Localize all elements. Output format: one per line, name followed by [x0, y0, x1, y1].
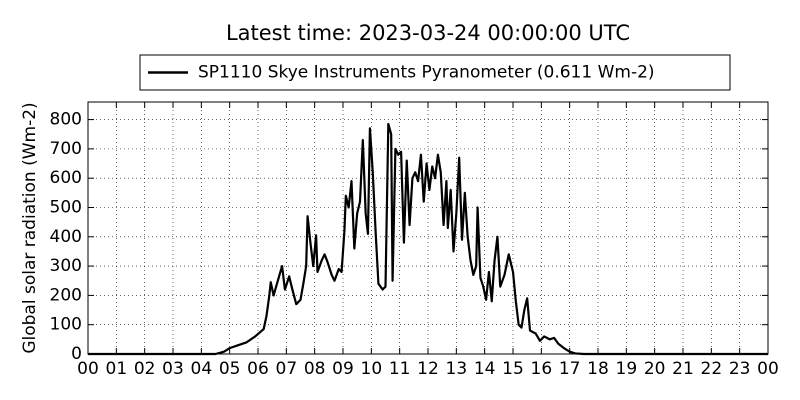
y-tick-label: 300	[50, 256, 82, 276]
y-tick-label: 800	[50, 110, 82, 130]
x-tick-label: 07	[276, 359, 298, 379]
x-tick-label: 05	[219, 359, 241, 379]
y-tick-label: 600	[50, 168, 82, 188]
x-tick-label: 14	[474, 359, 496, 379]
x-tick-label: 23	[729, 359, 751, 379]
y-axis-label: Global solar radiation (Wm-2)	[20, 102, 40, 353]
y-tick-label: 400	[50, 227, 82, 247]
x-tick-label: 06	[247, 359, 269, 379]
x-tick-label: 19	[616, 359, 638, 379]
x-tick-label: 13	[446, 359, 468, 379]
y-tick-label: 700	[50, 139, 82, 159]
x-tick-label: 12	[417, 359, 439, 379]
x-tick-label: 20	[644, 359, 666, 379]
x-tick-label: 03	[162, 359, 184, 379]
chart-title: Latest time: 2023-03-24 00:00:00 UTC	[226, 21, 630, 45]
data-line	[88, 122, 768, 356]
legend-box	[139, 54, 731, 91]
x-tick-label: 04	[191, 359, 213, 379]
x-tick-label: 15	[502, 359, 524, 379]
y-tick-label: 0	[71, 344, 82, 364]
y-tick-label: 200	[50, 285, 82, 305]
x-tick-label: 00	[77, 359, 99, 379]
y-tick-label: 100	[50, 315, 82, 335]
x-tick-label: 22	[701, 359, 723, 379]
x-tick-label: 16	[531, 359, 553, 379]
x-tick-label: 00	[757, 359, 779, 379]
legend-label: SP1110 Skye Instruments Pyranometer (0.6…	[198, 63, 655, 83]
x-tick-label: 18	[587, 359, 609, 379]
plot-frame	[87, 101, 769, 355]
y-tick-label: 500	[50, 197, 82, 217]
x-tick-label: 11	[389, 359, 411, 379]
x-tick-label: 02	[134, 359, 156, 379]
x-tick-label: 09	[332, 359, 354, 379]
x-tick-label: 01	[106, 359, 128, 379]
x-tick-label: 17	[559, 359, 581, 379]
x-tick-label: 08	[304, 359, 326, 379]
legend: SP1110 Skye Instruments Pyranometer (0.6…	[139, 54, 731, 91]
x-tick-label: 21	[672, 359, 694, 379]
x-tick-label: 10	[361, 359, 383, 379]
